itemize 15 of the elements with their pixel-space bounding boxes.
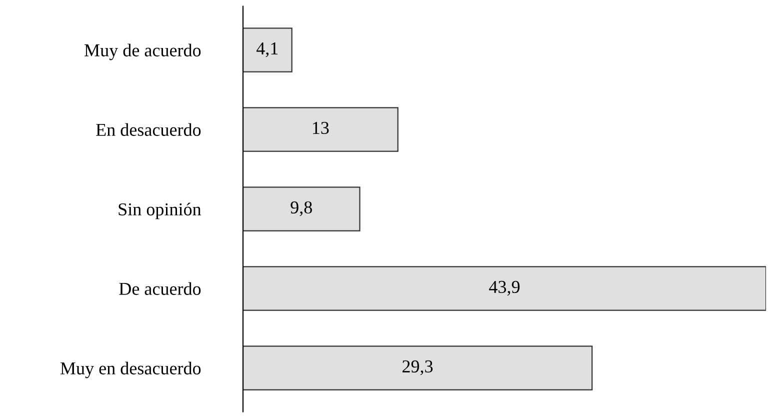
bar	[243, 346, 593, 390]
y-tick-label: Muy en desacuerdo	[60, 362, 201, 378]
data-label: 9,8	[290, 201, 312, 216]
bar	[243, 266, 766, 311]
y-tick-label: De acuerdo	[119, 282, 201, 295]
data-label: 29,3	[402, 360, 433, 376]
bar	[243, 186, 360, 232]
bar	[243, 28, 292, 72]
y-tick-label: Muy de acuerdo	[84, 44, 201, 60]
data-label: 4,1	[256, 42, 278, 58]
data-label: 13	[313, 122, 329, 134]
data-label: 43,9	[489, 280, 520, 296]
bar	[243, 107, 398, 152]
y-tick-label: En desacuerdo	[96, 123, 201, 136]
y-tick-label: Sin opinión	[118, 202, 202, 220]
